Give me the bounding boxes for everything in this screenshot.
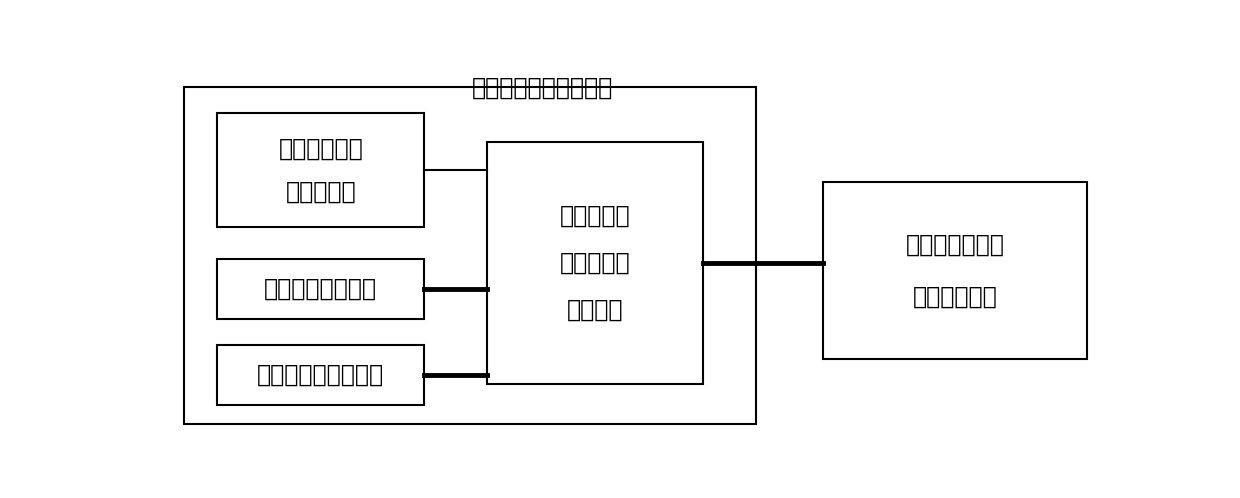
Bar — [486, 142, 703, 384]
Text: 真空辅助树
脂灸注工艺
模拟单元: 真空辅助树 脂灸注工艺 模拟单元 — [559, 204, 630, 322]
Bar — [823, 182, 1087, 359]
Bar — [217, 259, 424, 319]
Text: 制件质量预测与
缺陷控制模块: 制件质量预测与 缺陷控制模块 — [905, 233, 1004, 309]
Text: 材料特性数据库单元: 材料特性数据库单元 — [257, 363, 384, 387]
Text: 风电叶片模具构建模块: 风电叶片模具构建模块 — [472, 76, 614, 100]
Bar — [217, 114, 424, 227]
Bar — [217, 346, 424, 405]
Bar — [184, 87, 755, 424]
Text: 流场构型与网
格剖分单元: 流场构型与网 格剖分单元 — [279, 136, 363, 204]
Text: 工艺参数设置单元: 工艺参数设置单元 — [264, 277, 377, 301]
